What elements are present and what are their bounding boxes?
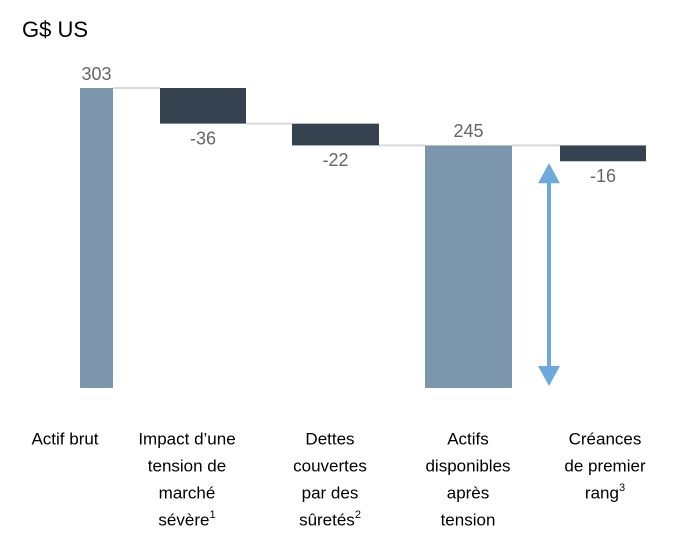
x-tick-label: Impact d’une [138, 429, 235, 448]
x-tick-label: marché [159, 483, 216, 502]
x-tick-label: Actif brut [31, 429, 98, 448]
x-tick-label: Actifs [447, 429, 489, 448]
bar [560, 145, 646, 162]
x-tick-label: Créances [569, 429, 642, 448]
bar [292, 123, 379, 146]
x-tick-label: par des [302, 483, 359, 502]
value-label: 303 [81, 64, 111, 84]
bar [160, 88, 246, 124]
x-tick-label: après [447, 483, 490, 502]
x-tick-label: sûretés2 [299, 509, 361, 530]
footnote-mark: 1 [209, 509, 215, 521]
x-tick-label: couvertes [293, 456, 367, 475]
value-label: -16 [590, 166, 616, 186]
bar [425, 145, 512, 388]
value-label: 245 [453, 121, 483, 141]
x-tick-label: disponibles [425, 456, 510, 475]
x-tick-label: sévère1 [158, 509, 215, 530]
chart-title: G$ US [22, 17, 88, 42]
arrow-head [538, 366, 560, 386]
x-tick-label: tension [441, 510, 496, 529]
x-tick-label: rang3 [585, 482, 625, 503]
x-tick-label: Dettes [305, 429, 354, 448]
footnote-mark: 2 [355, 509, 361, 521]
x-tick-label: de premier [564, 456, 646, 475]
value-label: -22 [322, 150, 348, 170]
bar [80, 88, 113, 388]
arrow-head [538, 163, 560, 184]
footnote-mark: 3 [619, 482, 625, 494]
value-label: -36 [190, 128, 216, 148]
x-tick-label: tension de [148, 456, 226, 475]
